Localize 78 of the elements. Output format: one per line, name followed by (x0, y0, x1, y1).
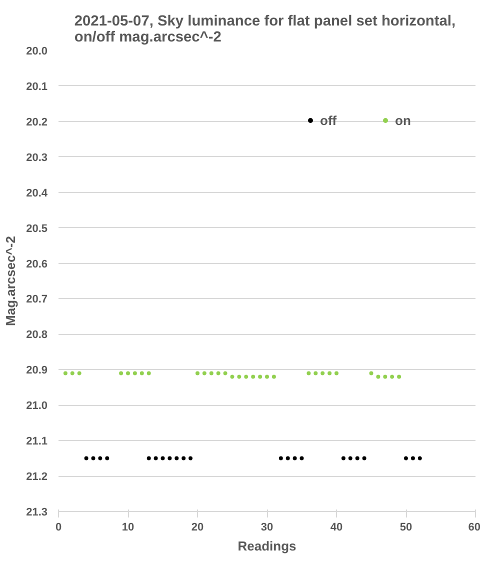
point (202, 371, 206, 376)
y-tick-label: 21.3 (26, 506, 48, 518)
point (146, 456, 151, 460)
point (341, 456, 346, 460)
point (292, 456, 297, 460)
y-tick-label: 20.7 (26, 294, 48, 306)
point (182, 456, 186, 460)
x-tick-label: 0 (55, 522, 62, 534)
point (244, 374, 248, 379)
point (70, 371, 74, 376)
x-axis-title: Readings (238, 538, 296, 554)
y-tick-label: 20.8 (26, 329, 48, 342)
point (63, 371, 68, 376)
point (132, 371, 137, 376)
point (390, 374, 394, 379)
point (188, 456, 193, 460)
point (278, 456, 283, 460)
point (328, 371, 332, 376)
y-axis-title: Mag.arcsec^-2 (3, 236, 18, 326)
point (168, 456, 172, 460)
y-tick-label: 20.1 (26, 80, 48, 93)
point (397, 374, 402, 379)
point (362, 456, 366, 460)
point (223, 371, 228, 376)
point (300, 456, 304, 460)
point (355, 456, 360, 460)
y-tick-label: 20.2 (26, 116, 48, 128)
point (265, 374, 269, 379)
point (383, 374, 388, 379)
point (84, 456, 88, 460)
point (160, 456, 165, 460)
x-tick-label: 40 (330, 522, 343, 534)
point (154, 456, 158, 460)
y-tick-label: 20.0 (26, 46, 48, 58)
point (126, 371, 130, 376)
point (334, 371, 338, 376)
point (418, 456, 422, 460)
x-tick-label: 20 (191, 522, 204, 534)
point (196, 371, 200, 376)
point (209, 371, 214, 376)
point (404, 456, 408, 460)
y-tick-label: 20.5 (26, 222, 48, 235)
y-tick-label: 20.6 (26, 258, 48, 270)
legend-label: on (395, 112, 412, 128)
point (314, 371, 318, 376)
point (258, 374, 262, 379)
y-tick-label: 20.4 (26, 187, 48, 200)
chart-title: 2021-05-07, Sky luminance for flat panel set horizontal, on/off mag.arcsec^-2 (74, 14, 456, 46)
x-tick-label: 10 (122, 522, 134, 534)
y-tick-label: 21.0 (26, 400, 48, 412)
point (348, 456, 352, 460)
point (77, 371, 82, 376)
point (306, 371, 311, 376)
point (91, 456, 96, 460)
y-tick-label: 21.2 (26, 471, 48, 484)
point (286, 456, 290, 460)
y-tick-label: 20.3 (26, 152, 48, 164)
point (98, 456, 102, 460)
point (140, 371, 144, 376)
point (174, 456, 179, 460)
point (119, 371, 124, 376)
point (146, 371, 151, 376)
point (251, 374, 256, 379)
point (369, 371, 374, 376)
y-tick-label: 21.1 (26, 436, 48, 448)
point (410, 456, 415, 460)
point (216, 371, 220, 376)
point (105, 456, 110, 460)
x-tick-label: 60 (468, 522, 481, 534)
point (376, 374, 380, 379)
point (320, 371, 325, 376)
x-tick-label: 50 (400, 522, 412, 534)
legend-label: off (320, 112, 338, 128)
point (237, 374, 242, 379)
point (272, 374, 276, 379)
point (230, 374, 234, 379)
x-tick-label: 30 (260, 522, 274, 534)
y-tick-label: 20.9 (26, 364, 48, 377)
